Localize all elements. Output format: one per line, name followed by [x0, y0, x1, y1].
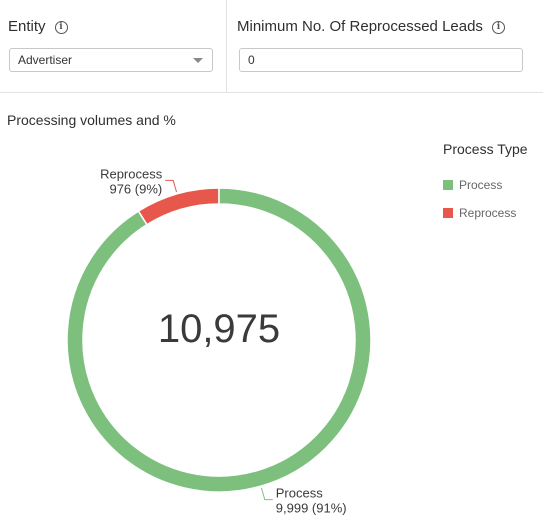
legend-title: Process Type [443, 141, 528, 157]
legend-item-reprocess[interactable]: Reprocess [443, 206, 528, 220]
legend-item-label: Process [459, 178, 503, 192]
legend-item-label: Reprocess [459, 206, 517, 220]
min-reprocessed-filter: Minimum No. Of Reprocessed Leads i 0 [227, 0, 543, 92]
entity-filter-label: Entity i [8, 18, 68, 35]
slice-label-value: 9,999 (91%) [276, 501, 347, 516]
entity-select[interactable]: Advertiser [9, 48, 213, 72]
min-reprocessed-input-value: 0 [248, 53, 255, 67]
leader-line-reprocess [165, 179, 178, 193]
chart-title: Processing volumes and % [7, 112, 176, 128]
legend: Process Type Process Reprocess [443, 141, 528, 234]
min-reprocessed-filter-label: Minimum No. Of Reprocessed Leads i [237, 18, 505, 35]
leader-line-process [260, 487, 273, 501]
chevron-down-icon[interactable] [193, 58, 203, 63]
info-icon[interactable]: i [54, 21, 68, 34]
slice-label-name: Process [276, 486, 323, 501]
slice-label-value: 976 (9%) [109, 181, 162, 196]
legend-swatch [443, 180, 453, 190]
min-reprocessed-filter-label-text: Minimum No. Of Reprocessed Leads [237, 18, 483, 35]
min-reprocessed-input[interactable]: 0 [239, 48, 523, 72]
legend-item-process[interactable]: Process [443, 178, 528, 192]
center-total-label: 10,975 [158, 307, 280, 351]
filter-bar: Entity i Advertiser Minimum No. Of Reproc… [0, 0, 543, 93]
entity-filter: Entity i Advertiser [0, 0, 227, 92]
entity-select-value: Advertiser [18, 53, 73, 67]
slices [66, 187, 372, 493]
entity-filter-label-text: Entity [8, 18, 46, 35]
legend-swatch [443, 208, 453, 218]
slice-process[interactable] [66, 187, 372, 493]
slice-label-name: Reprocess [100, 166, 163, 181]
info-icon[interactable]: i [491, 21, 505, 34]
legend-items: Process Reprocess [443, 178, 528, 220]
